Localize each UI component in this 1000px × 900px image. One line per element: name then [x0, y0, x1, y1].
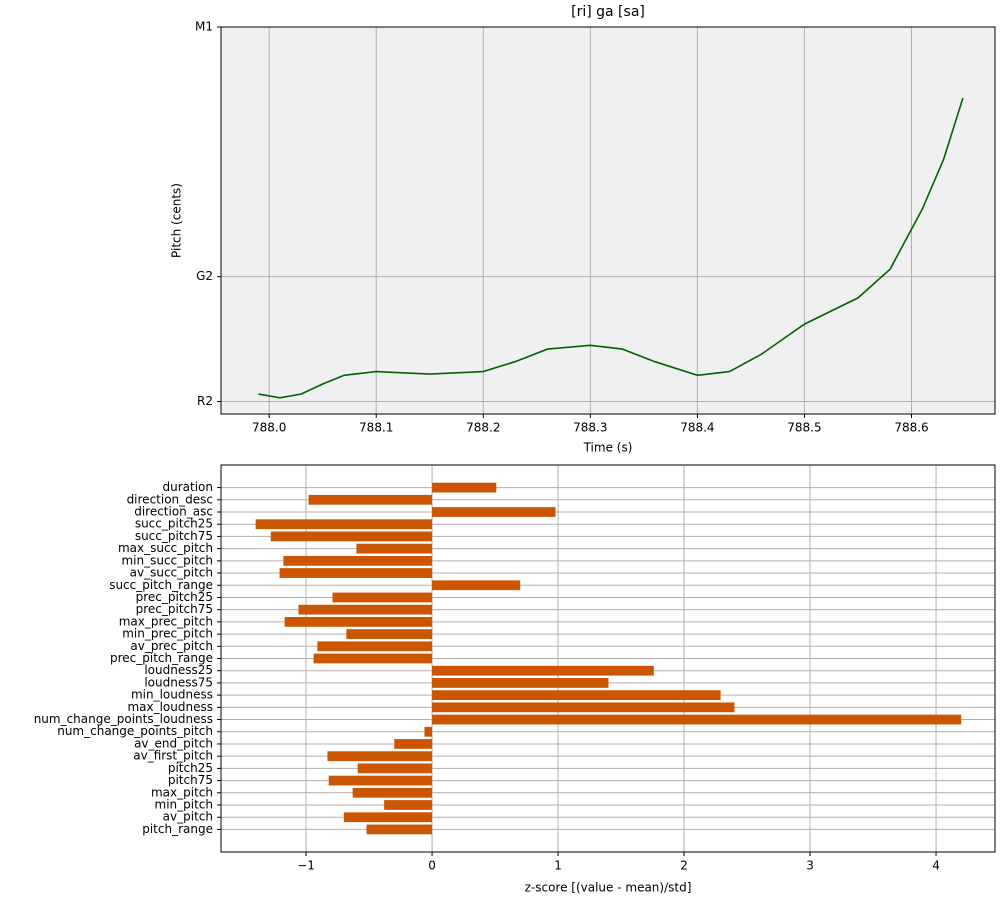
y-tick-label: max_loudness	[127, 700, 213, 714]
y-tick-label: num_change_points_pitch	[57, 724, 213, 738]
plot-frame	[220, 464, 996, 853]
y-tick-label: min_succ_pitch	[121, 553, 213, 567]
y-tick-label: max_prec_pitch	[119, 614, 213, 628]
bar	[284, 616, 433, 627]
bar	[356, 543, 433, 554]
x-tick-label: 788.1	[359, 421, 393, 435]
bar	[432, 702, 735, 713]
y-tick-label: G2	[196, 269, 213, 283]
x-tick-label: 788.3	[573, 421, 607, 435]
x-tick-label: 1	[554, 859, 562, 873]
bar	[366, 824, 433, 835]
y-tick-label: av_succ_pitch	[130, 566, 213, 580]
y-tick-label: duration	[163, 480, 214, 494]
x-tick-label: 0	[428, 859, 436, 873]
bar	[432, 714, 962, 725]
bar	[327, 751, 433, 762]
y-tick-label: min_pitch	[155, 797, 214, 811]
y-tick-label: pitch75	[168, 773, 213, 787]
y-tick-label: direction_desc	[127, 492, 213, 506]
chart-title: [ri] ga [sa]	[571, 4, 645, 20]
bar	[279, 568, 433, 578]
x-tick-label: 788.0	[252, 421, 286, 435]
bar	[298, 604, 433, 615]
pitch-line	[258, 97, 964, 399]
y-tick-label: succ_pitch75	[135, 529, 213, 543]
y-tick-label: R2	[197, 394, 213, 408]
y-tick-label: M1	[195, 20, 213, 34]
bar	[432, 678, 609, 688]
plot-area	[221, 27, 995, 414]
y-tick-label: succ_pitch25	[135, 517, 213, 531]
y-tick-label: pitch25	[168, 761, 213, 775]
x-tick-label: 788.5	[787, 421, 821, 435]
y-tick-label: av_first_pitch	[133, 749, 213, 763]
y-tick-label: loudness25	[144, 663, 213, 677]
y-tick-label: av_pitch	[163, 810, 213, 824]
bar	[432, 665, 654, 676]
bar	[317, 641, 433, 652]
y-tick-label: max_pitch	[151, 785, 213, 799]
y-tick-label: pitch_range	[142, 822, 213, 836]
y-tick-label: av_prec_pitch	[130, 639, 213, 653]
x-axis-label: Time (s)	[583, 441, 633, 455]
y-tick-label: prec_pitch75	[136, 602, 213, 616]
y-tick-label: min_loudness	[131, 688, 213, 702]
bar	[424, 726, 433, 737]
bar	[283, 555, 433, 566]
bar	[343, 812, 433, 823]
y-tick-label: av_end_pitch	[134, 736, 213, 750]
x-tick-label: 2	[680, 859, 688, 873]
y-tick-label: succ_pitch_range	[109, 578, 213, 592]
bar	[357, 763, 433, 774]
y-tick-label: min_prec_pitch	[122, 627, 213, 641]
bar	[432, 690, 721, 701]
bar	[332, 592, 433, 603]
bar	[255, 519, 433, 530]
y-tick-label: prec_pitch_range	[110, 651, 213, 665]
x-tick-label: 788.2	[466, 421, 500, 435]
plot-frame	[220, 26, 996, 415]
y-tick-label: num_change_points_loudness	[34, 712, 213, 726]
x-axis-label: z-score [(value - mean)/std]	[525, 881, 692, 895]
bar	[346, 629, 433, 639]
x-tick-label: 788.4	[680, 421, 714, 435]
bar	[394, 739, 433, 749]
x-tick-label: 4	[932, 859, 940, 873]
y-tick-label: direction_asc	[134, 505, 213, 519]
bar	[432, 507, 556, 517]
y-tick-label: loudness75	[144, 675, 213, 689]
y-tick-label: max_succ_pitch	[118, 541, 213, 555]
bar	[328, 775, 433, 786]
bar	[313, 653, 433, 664]
x-tick-label: 788.6	[894, 421, 928, 435]
bar	[308, 494, 433, 505]
bar	[432, 580, 521, 591]
y-axis-label: Pitch (cents)	[170, 183, 184, 258]
bar	[384, 800, 433, 810]
x-tick-label: 3	[806, 859, 814, 873]
x-tick-label: −1	[297, 859, 315, 873]
y-tick-label: prec_pitch25	[136, 590, 213, 604]
bar	[432, 482, 497, 493]
bar	[352, 787, 433, 798]
bar	[270, 531, 433, 542]
